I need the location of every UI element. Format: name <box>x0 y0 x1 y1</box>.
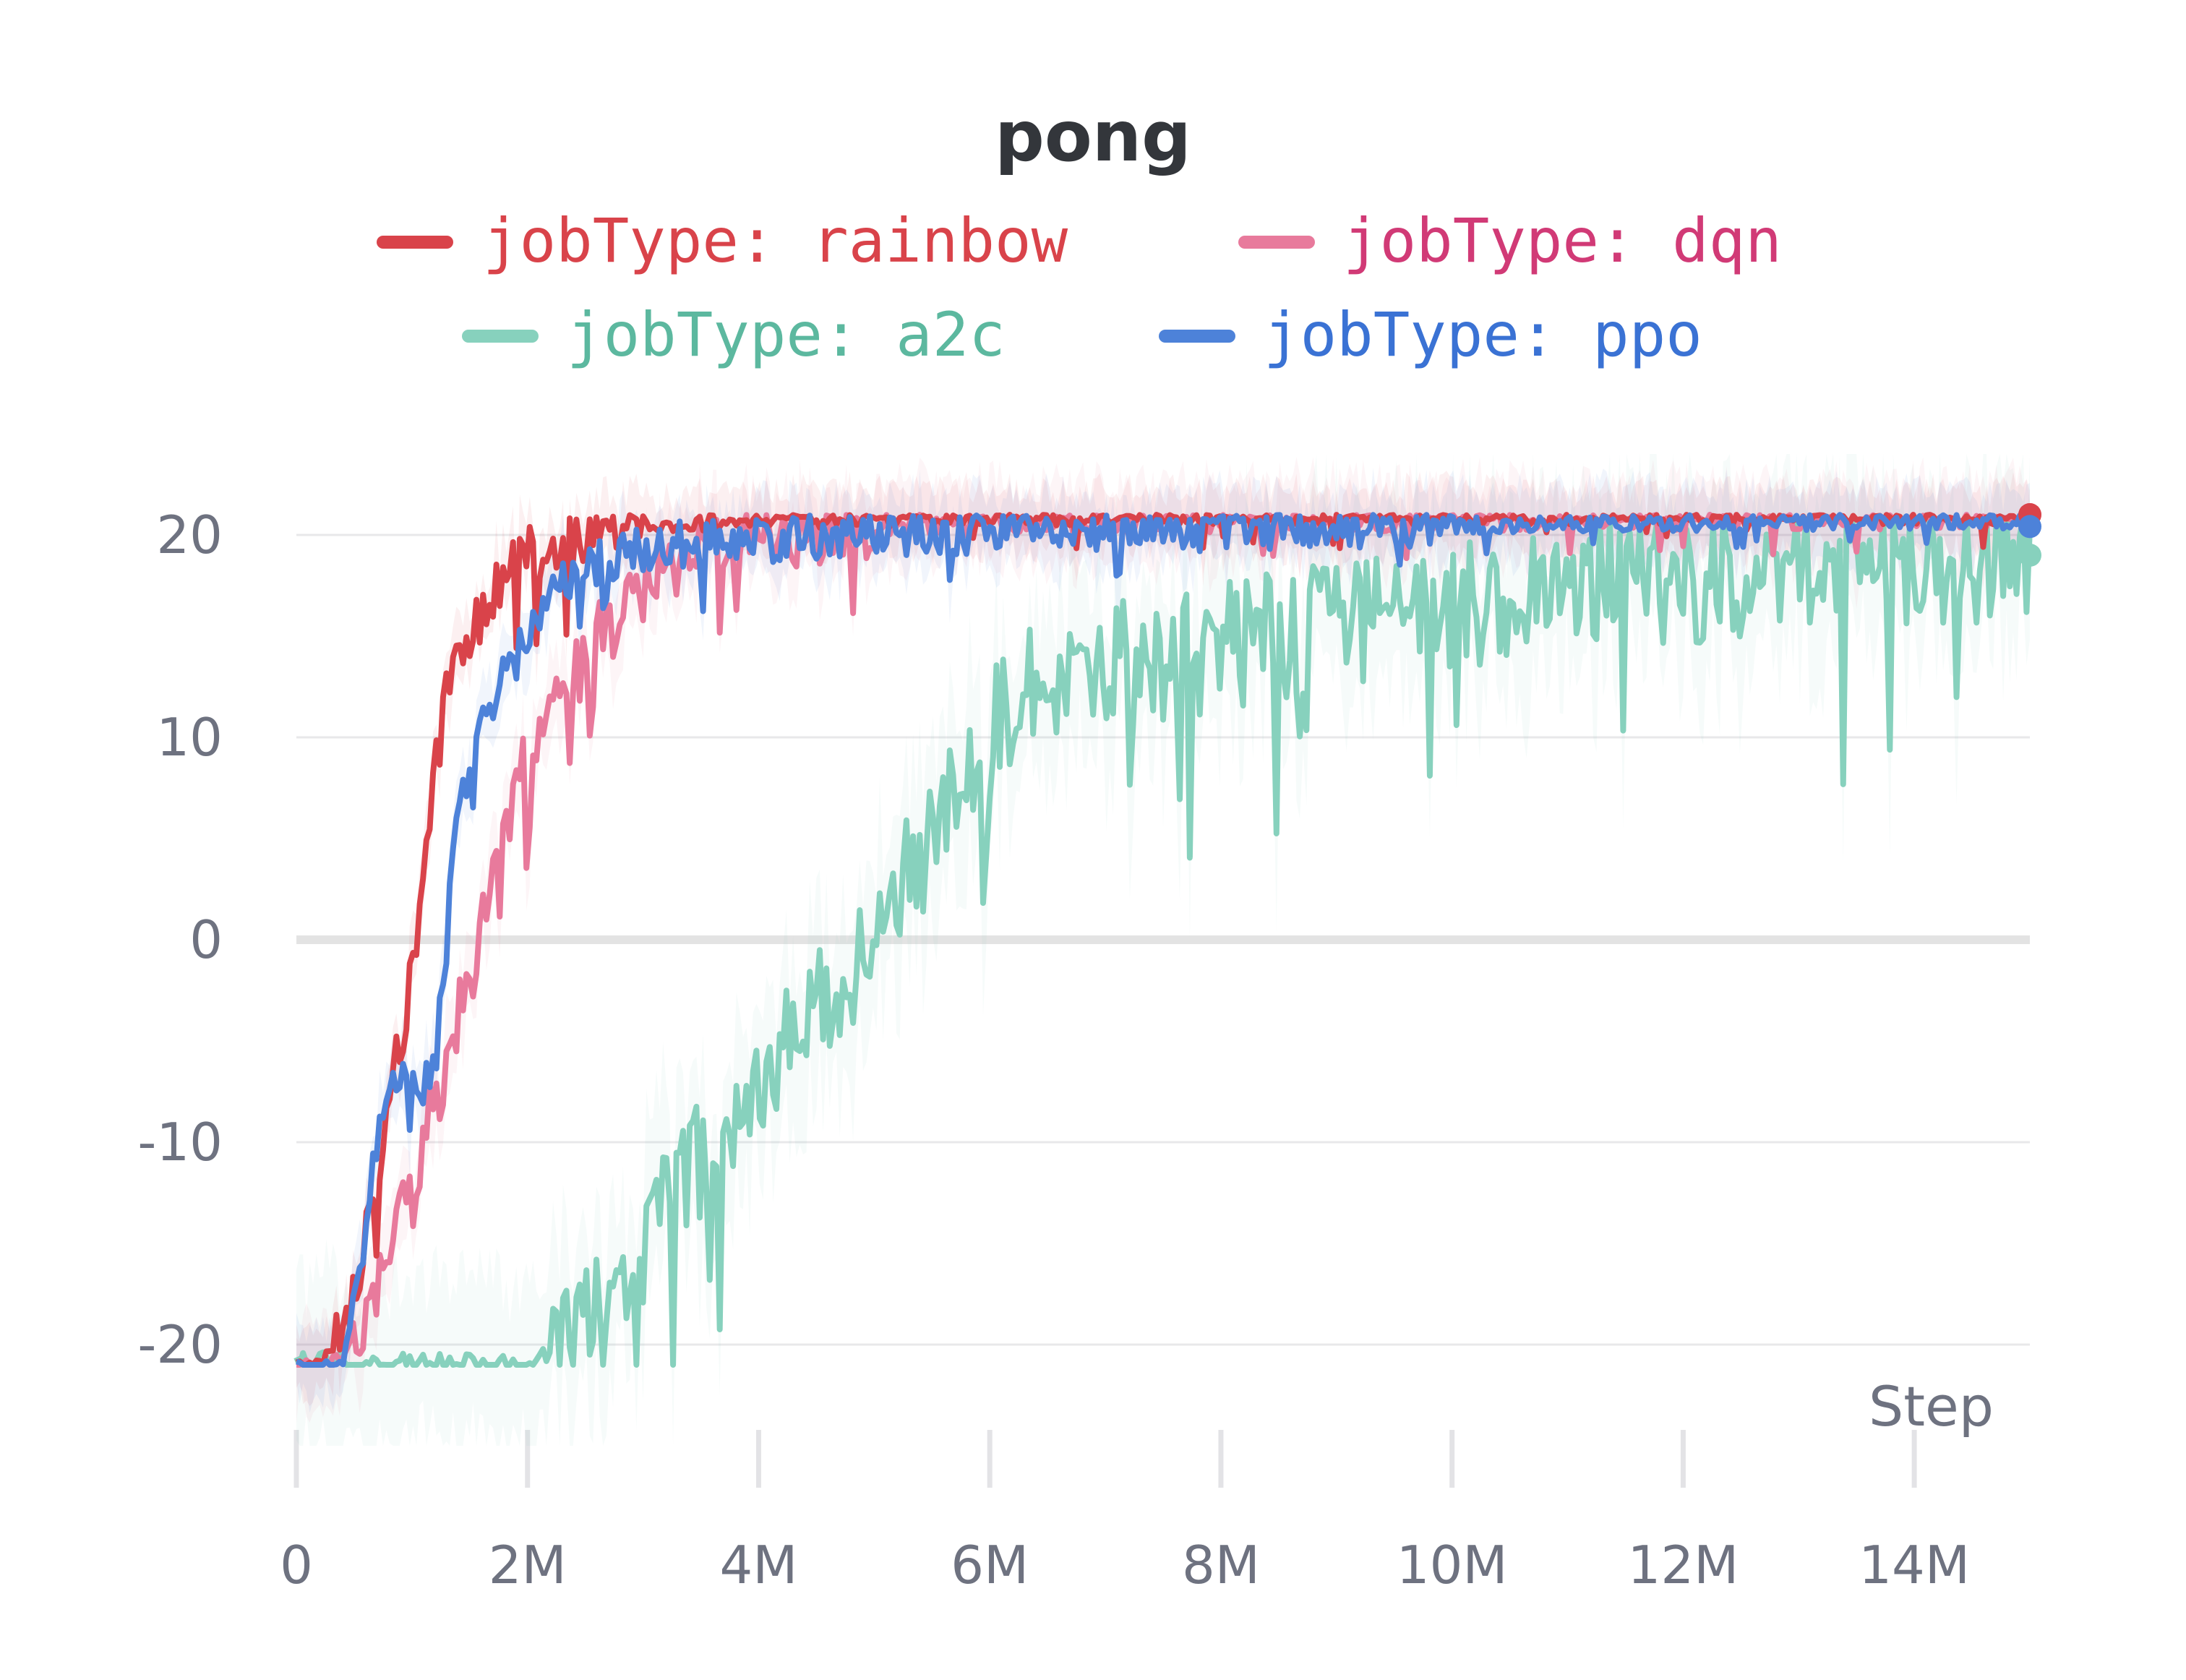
legend-label-rainbow: jobType: rainbow <box>483 205 1068 276</box>
y-tick-label: 10 <box>156 707 223 768</box>
legend-item-a2c[interactable]: jobType: a2c <box>462 299 1006 370</box>
x-tick-label: 6M <box>951 1535 1029 1595</box>
x-tick-label: 8M <box>1182 1535 1260 1595</box>
series-endpoints <box>2018 503 2041 567</box>
x-axis-label: Step <box>1869 1374 1994 1439</box>
y-tick-label: -10 <box>137 1112 223 1173</box>
legend-item-ppo[interactable]: jobType: ppo <box>1159 299 1702 370</box>
legend-item-rainbow[interactable]: jobType: rainbow <box>377 205 1068 276</box>
series-line-ppo[interactable] <box>296 512 2031 1368</box>
legend-label-a2c: jobType: a2c <box>567 299 1006 370</box>
y-tick-label: -20 <box>137 1314 223 1375</box>
series-line-rainbow[interactable] <box>295 512 2031 1368</box>
y-axis: -20 -10 0 10 20 <box>137 505 223 1375</box>
legend-label-ppo: jobType: ppo <box>1264 299 1702 370</box>
chart-title: pong <box>995 96 1191 177</box>
endpoint-a2c[interactable] <box>2018 544 2041 567</box>
series-bands <box>296 454 2030 1446</box>
x-tick-label: 2M <box>489 1535 567 1595</box>
y-tick-label: 20 <box>156 505 223 565</box>
legend-item-dqn[interactable]: jobType: dqn <box>1238 205 1782 276</box>
x-tick-label: 14M <box>1859 1535 1970 1595</box>
endpoint-ppo[interactable] <box>2018 515 2041 539</box>
legend: jobType: rainbow jobType: dqn jobType: a… <box>377 205 1782 370</box>
band-a2c <box>296 454 2030 1446</box>
series-line-a2c[interactable] <box>293 512 2033 1368</box>
x-tick-label: 12M <box>1628 1535 1739 1595</box>
y-tick-label: 0 <box>189 909 223 970</box>
series-lines <box>293 512 2033 1368</box>
x-tick-label: 10M <box>1397 1535 1508 1595</box>
legend-label-dqn: jobType: dqn <box>1343 205 1782 276</box>
x-tick-label: 0 <box>280 1535 313 1595</box>
x-axis: 0 2M 4M 6M 8M 10M 12M 14M <box>280 1430 1970 1595</box>
x-tick-label: 4M <box>719 1535 797 1595</box>
